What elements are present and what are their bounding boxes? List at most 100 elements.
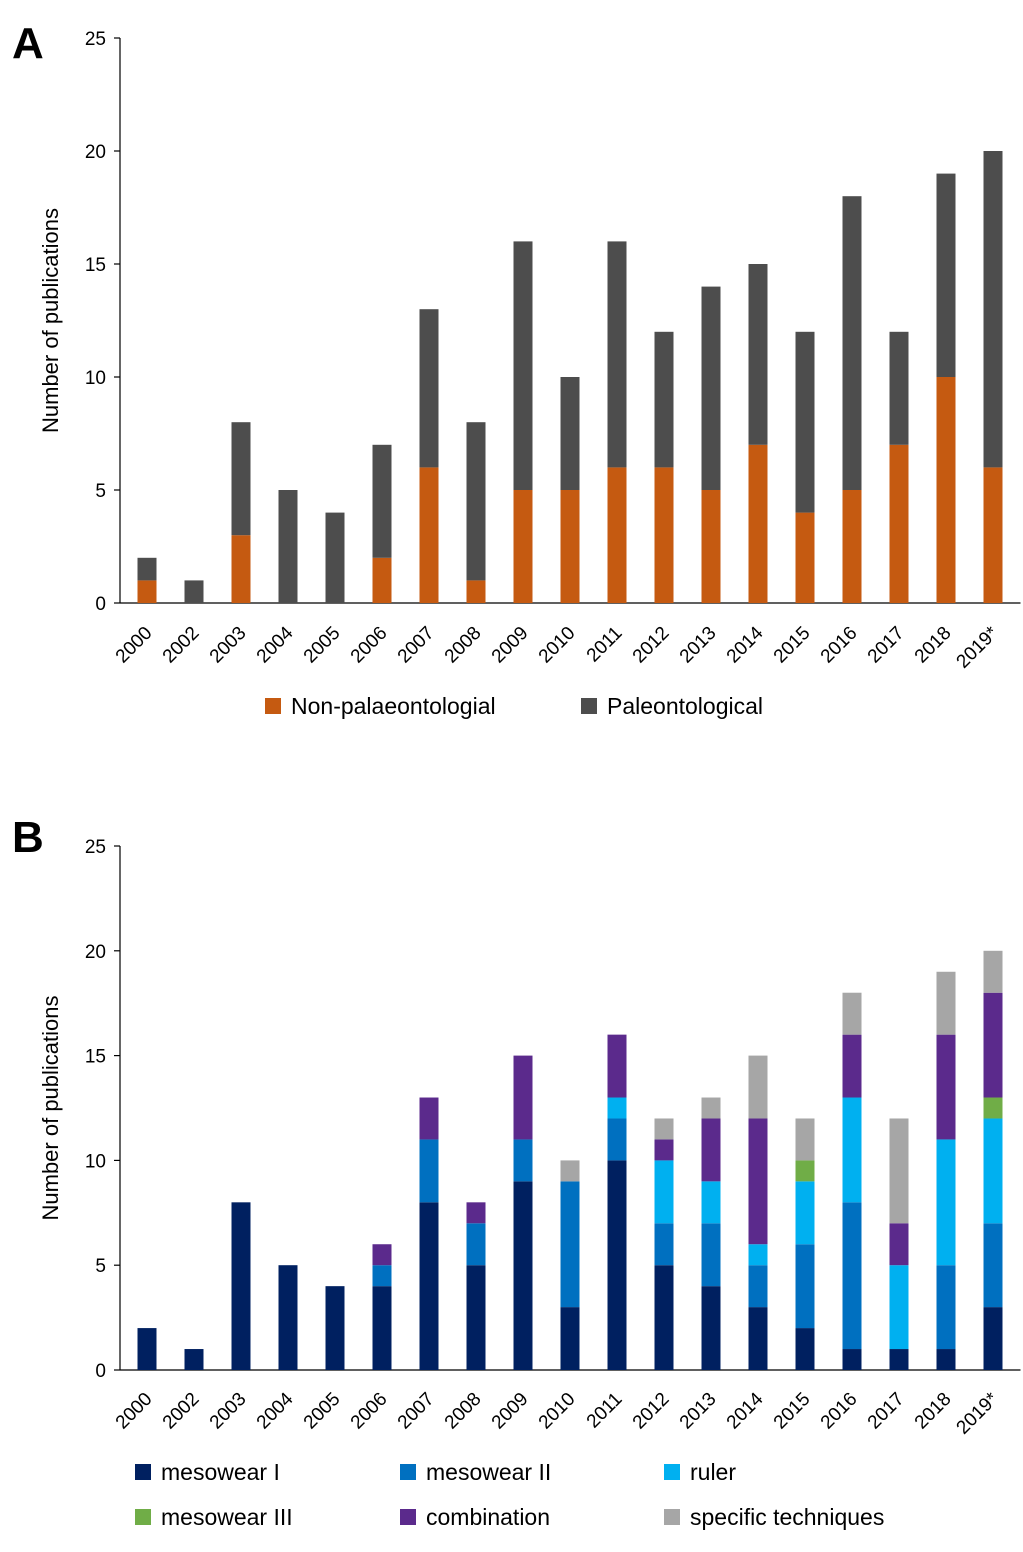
- bar-paleontological-2011: [607, 241, 627, 468]
- x-tick-label: 2010: [535, 1389, 580, 1434]
- x-tick-label: 2005: [300, 1389, 345, 1434]
- x-tick-label: 2000: [112, 1389, 157, 1434]
- bar-non-palaeontologial-2003: [231, 535, 251, 603]
- legend-swatch: [135, 1464, 151, 1480]
- bar-paleontological-2003: [231, 422, 251, 536]
- x-tick-label: 2011: [583, 1389, 627, 1433]
- bar-non-palaeontologial-2010: [560, 490, 580, 603]
- bar-non-palaeontologial-2008: [466, 580, 486, 603]
- bar-mesowear-ii-2016: [842, 1202, 862, 1350]
- bar-paleontological-2012: [654, 331, 674, 468]
- bar-mesowear-i-2006: [372, 1286, 392, 1370]
- bar-ruler-2012: [654, 1160, 674, 1224]
- bar-mesowear-i-2011: [607, 1160, 627, 1370]
- legend-label: Paleontological: [607, 693, 763, 719]
- x-tick-label: 2010: [535, 623, 580, 668]
- x-tick-label: 2017: [864, 623, 909, 668]
- legend-swatch: [400, 1509, 416, 1525]
- y-tick-label: 5: [95, 1256, 106, 1277]
- bar-specific-techniques-2012: [654, 1118, 674, 1140]
- bar-mesowear-i-2010: [560, 1307, 580, 1370]
- x-tick-label: 2009: [488, 1389, 533, 1434]
- x-tick-label: 2015: [770, 623, 815, 668]
- x-tick-label: 2007: [394, 623, 439, 668]
- bar-mesowear-i-2013: [701, 1286, 721, 1370]
- x-tick-label: 2013: [676, 1389, 721, 1434]
- y-axis-title: Number of publications: [38, 208, 63, 433]
- bar-mesowear-i-2014: [748, 1307, 768, 1370]
- bar-mesowear-i-2017: [889, 1349, 909, 1370]
- bar-specific-techniques-2010: [560, 1160, 580, 1182]
- y-tick-label: 20: [85, 142, 106, 163]
- y-tick-label: 10: [85, 368, 106, 389]
- bar-specific-techniques-2017: [889, 1118, 909, 1224]
- bar-paleontological-2010: [560, 377, 580, 490]
- bar-mesowear-i-2000: [137, 1328, 157, 1370]
- legend-label: mesowear II: [426, 1459, 551, 1485]
- bar-non-palaeontologial-2012: [654, 467, 674, 603]
- bar-paleontological-2015: [795, 331, 815, 513]
- bar-combination-2018: [936, 1034, 956, 1140]
- bar-non-palaeontologial-2015: [795, 512, 815, 603]
- x-tick-label: 2004: [253, 622, 298, 667]
- bar-mesowear-i-2005: [325, 1286, 345, 1370]
- bar-non-palaeontologial-2014: [748, 444, 768, 603]
- x-tick-label: 2019*: [953, 622, 1003, 672]
- bar-ruler-2011: [607, 1097, 627, 1119]
- bar-paleontological-2006: [372, 444, 392, 558]
- x-tick-label: 2008: [441, 623, 486, 668]
- legend-item-mesowear-i: mesowear I: [135, 1459, 280, 1485]
- x-tick-label: 2018: [911, 623, 956, 668]
- bar-mesowear-ii-2007: [419, 1139, 439, 1203]
- bar-mesowear-i-2002: [184, 1349, 204, 1370]
- y-tick-label: 0: [95, 594, 106, 615]
- bar-mesowear-ii-2011: [607, 1118, 627, 1161]
- bar-specific-techniques-2013: [701, 1097, 721, 1119]
- legend-label: ruler: [690, 1459, 736, 1485]
- bar-mesowear-i-2016: [842, 1349, 862, 1370]
- bar-paleontological-2019: [983, 151, 1003, 468]
- x-tick-label: 2008: [441, 1389, 486, 1434]
- bar-non-palaeontologial-2018: [936, 377, 956, 603]
- bar-mesowear-ii-2008: [466, 1223, 486, 1266]
- bar-specific-techniques-2018: [936, 971, 956, 1035]
- bar-mesowear-ii-2013: [701, 1223, 721, 1287]
- x-tick-label: 2013: [676, 623, 721, 668]
- bar-non-palaeontologial-2019: [983, 467, 1003, 603]
- bar-mesowear-i-2008: [466, 1265, 486, 1370]
- bar-paleontological-2014: [748, 264, 768, 445]
- bar-paleontological-2005: [325, 512, 345, 603]
- legend: mesowear I mesowear II ruler mesowear III co…: [135, 1459, 884, 1530]
- bar-mesowear-i-2012: [654, 1265, 674, 1370]
- bar-paleontological-2004: [278, 490, 298, 603]
- y-tick-label: 15: [85, 1047, 106, 1068]
- legend-swatch: [400, 1464, 416, 1480]
- bar-specific-techniques-2016: [842, 992, 862, 1035]
- bar-paleontological-2017: [889, 331, 909, 445]
- legend-label: mesowear III: [161, 1504, 293, 1530]
- bar-combination-2007: [419, 1097, 439, 1140]
- y-tick-label: 20: [85, 942, 106, 963]
- x-tick-label: 2006: [347, 1389, 392, 1434]
- x-tick-label: 2003: [206, 1389, 251, 1434]
- bar-specific-techniques-2014: [748, 1055, 768, 1119]
- x-tick-label: 2012: [629, 623, 674, 668]
- bar-paleontological-2007: [419, 309, 439, 468]
- y-tick-label: 0: [95, 1361, 106, 1382]
- legend-item-non-palaeontologial: Non-palaeontologial: [265, 693, 496, 719]
- x-tick-label: 2012: [629, 1389, 674, 1434]
- y-tick-label: 25: [85, 837, 106, 858]
- bar-mesowear-iii-2019: [983, 1097, 1003, 1119]
- bar-mesowear-i-2007: [419, 1202, 439, 1370]
- bar-mesowear-ii-2006: [372, 1265, 392, 1287]
- x-tick-label: 2016: [817, 623, 862, 668]
- x-tick-label: 2015: [770, 1389, 815, 1434]
- bar-non-palaeontologial-2011: [607, 467, 627, 603]
- bar-non-palaeontologial-2000: [137, 580, 157, 603]
- x-tick-label: 2019*: [953, 1388, 1003, 1438]
- x-tick-label: 2002: [159, 623, 204, 668]
- bar-specific-techniques-2019: [983, 950, 1003, 993]
- bar-combination-2013: [701, 1118, 721, 1182]
- bar-ruler-2013: [701, 1181, 721, 1224]
- bar-non-palaeontologial-2016: [842, 490, 862, 603]
